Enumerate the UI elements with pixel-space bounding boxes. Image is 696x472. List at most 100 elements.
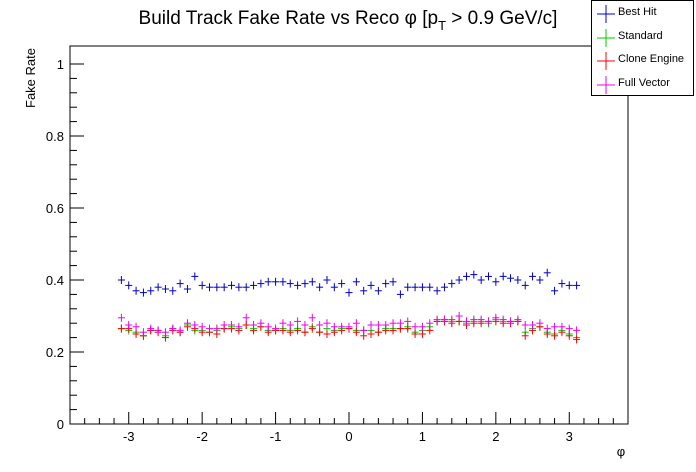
chart-title-subscript: T (438, 18, 446, 33)
data-point (360, 286, 368, 295)
data-point (367, 321, 375, 329)
data-point (411, 330, 419, 338)
data-point (514, 315, 522, 324)
data-point (235, 322, 243, 331)
data-point (492, 313, 500, 322)
data-point (418, 330, 426, 338)
data-point (396, 319, 404, 328)
x-tick-label: 3 (566, 429, 573, 444)
data-point (272, 324, 280, 333)
data-point (169, 324, 177, 333)
plot-frame (69, 45, 629, 425)
legend-marker-icon (597, 28, 615, 47)
data-point (558, 322, 566, 331)
data-point (330, 322, 338, 331)
data-point (382, 279, 390, 288)
data-point (279, 319, 287, 328)
data-point (316, 283, 324, 292)
data-point (565, 331, 573, 340)
plot-area (69, 45, 629, 425)
data-point (352, 319, 360, 328)
x-axis: -3 -2 -1 0 1 2 3 (69, 412, 629, 444)
data-point (448, 315, 456, 324)
data-point (301, 328, 309, 337)
data-point (477, 315, 485, 324)
data-point (433, 315, 441, 324)
data-point (176, 326, 184, 335)
data-point (507, 274, 515, 283)
legend-marker-icon (597, 5, 615, 23)
data-point (382, 321, 390, 329)
data-point (294, 326, 302, 335)
x-axis-label: φ (617, 444, 625, 459)
data-point (389, 326, 397, 335)
data-point (242, 313, 250, 322)
data-point (565, 281, 573, 290)
data-point (154, 283, 162, 292)
data-point (250, 281, 258, 290)
data-point (125, 281, 133, 290)
data-point (242, 321, 250, 329)
data-point (367, 281, 375, 290)
data-point (220, 321, 228, 329)
data-point (455, 276, 463, 284)
data-point (440, 283, 448, 292)
y-axis: 0 0.2 0.4 0.6 0.8 1 (46, 57, 84, 432)
legend-item: Full Vector (592, 73, 693, 96)
data-point (514, 276, 522, 284)
legend-label: Full Vector (618, 76, 670, 89)
legend-item: Standard (592, 26, 693, 49)
legend-item: Clone Engine (592, 49, 693, 72)
data-point (250, 321, 258, 329)
data-point (565, 324, 573, 333)
data-point (206, 324, 213, 333)
data-point (294, 317, 302, 326)
data-point (404, 324, 412, 333)
series-best-hit (117, 268, 581, 299)
data-point (389, 319, 397, 328)
series-clone-engine (117, 317, 581, 344)
data-point (345, 288, 353, 297)
data-point (198, 322, 206, 331)
data-point (206, 283, 213, 292)
data-point (257, 319, 265, 328)
chart-title-main: Build Track Fake Rate vs Reco φ [p (139, 8, 439, 29)
data-point (139, 288, 147, 297)
data-point (411, 322, 419, 331)
data-point (543, 268, 551, 277)
data-point (521, 321, 529, 329)
data-point (367, 330, 375, 338)
data-point (330, 283, 338, 292)
data-point (242, 283, 250, 292)
data-point (117, 324, 125, 333)
y-tick-label: 1 (57, 57, 64, 72)
legend-label: Clone Engine (618, 53, 685, 65)
data-point (507, 317, 515, 326)
legend-marker-icon (597, 75, 615, 94)
data-point (499, 272, 507, 281)
data-point (374, 328, 382, 337)
data-point (536, 319, 544, 328)
data-point (316, 321, 324, 329)
data-point (418, 283, 426, 292)
data-point (125, 321, 133, 329)
data-point (573, 281, 581, 290)
data-point (132, 330, 140, 338)
data-point (191, 272, 199, 281)
data-points (117, 268, 581, 344)
data-point (470, 315, 478, 324)
data-point (389, 277, 397, 286)
data-point (286, 279, 294, 288)
data-point (213, 283, 221, 292)
data-point (477, 276, 485, 284)
data-point (529, 272, 537, 281)
data-point (485, 272, 492, 281)
data-point (440, 315, 448, 324)
data-point (132, 286, 140, 295)
data-point (264, 277, 272, 286)
data-point (404, 317, 412, 326)
data-point (198, 281, 206, 290)
data-point (323, 276, 331, 284)
data-point (323, 330, 331, 338)
